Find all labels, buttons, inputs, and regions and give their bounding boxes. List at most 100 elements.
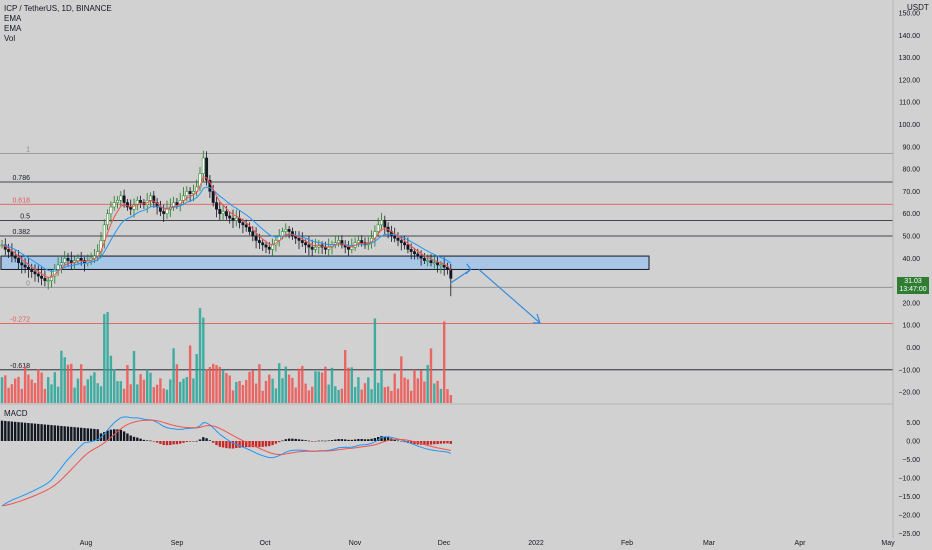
macd-histogram-bar xyxy=(53,425,56,441)
candle-body xyxy=(205,157,209,181)
symbol-title[interactable]: ICP / TetherUS, 1D, BINANCE xyxy=(4,4,112,13)
macd-histogram-bar xyxy=(179,441,182,444)
macd-axis[interactable]: 5.00 0.00 −5.00 −10.00 −15.00 −20.00 −25.00 xyxy=(898,420,920,538)
macd-histogram-bar xyxy=(330,440,334,441)
candle-body xyxy=(33,271,37,275)
volume-bar xyxy=(347,367,350,403)
candle-body xyxy=(102,224,106,241)
macd-histogram-bar xyxy=(225,441,228,449)
candle-body xyxy=(419,255,423,259)
support-zone[interactable] xyxy=(0,255,650,270)
candle-body xyxy=(347,246,350,250)
macd-histogram-bar xyxy=(245,441,248,448)
macd-histogram-bar xyxy=(4,420,7,441)
macd-histogram-bar xyxy=(327,440,330,442)
volume-bar xyxy=(139,374,142,403)
macd-histogram-bar xyxy=(126,433,129,441)
macd-histogram-bar xyxy=(274,441,278,444)
candle-body xyxy=(413,251,416,255)
volume-bar xyxy=(393,373,396,403)
candle-body xyxy=(125,202,129,208)
candle-body xyxy=(254,235,258,241)
macd-histogram-bar xyxy=(103,432,106,441)
macd-histogram-bar xyxy=(192,441,195,442)
volume-bar xyxy=(195,354,198,403)
candle-body xyxy=(191,191,195,194)
price-axis[interactable]: 150.00 140.00 130.00 120.00 110.00 100.00 90.0… xyxy=(898,11,920,397)
volume-bar xyxy=(261,390,264,403)
candle-body xyxy=(264,244,268,248)
macd-histogram-bar xyxy=(76,427,80,441)
macd-histogram-bar xyxy=(443,441,446,444)
volume-bar xyxy=(188,345,192,403)
volume-bar xyxy=(363,383,367,403)
candle-body xyxy=(149,195,152,201)
time-axis[interactable]: Aug Sep Oct Nov Dec 2022 Feb Mar Apr May xyxy=(80,540,895,547)
volume-bar xyxy=(212,363,215,403)
volume-bar xyxy=(113,369,116,403)
macd-histogram-bar xyxy=(50,425,53,441)
time-tick-label: Apr xyxy=(795,540,807,547)
volume-bar xyxy=(165,389,169,403)
candle-body xyxy=(350,246,354,250)
volume-bar xyxy=(225,373,228,403)
macd-histogram-bar xyxy=(212,441,215,443)
price-tick-label: 40.00 xyxy=(902,256,920,263)
macd-histogram-bar xyxy=(241,441,245,448)
price-tick-label: 100.00 xyxy=(899,122,921,129)
macd-histogram-bar xyxy=(86,428,89,441)
macd-histogram-bar xyxy=(353,439,357,441)
volume-bar xyxy=(218,366,221,403)
macd-histogram-bar xyxy=(169,441,172,445)
macd-histogram-bar xyxy=(367,439,370,441)
macd-histogram-bar xyxy=(347,439,350,441)
macd-histogram-bar xyxy=(202,437,205,441)
time-tick-label: 2022 xyxy=(528,540,544,547)
volume-bar xyxy=(132,350,136,403)
macd-histogram-bar xyxy=(284,439,287,441)
macd-histogram-bar xyxy=(132,436,136,441)
candle-body xyxy=(66,258,70,261)
candle-body xyxy=(304,242,308,246)
volume-bar xyxy=(238,380,241,403)
volume-bar xyxy=(367,377,370,403)
volume-bar xyxy=(76,378,80,403)
macd-histogram-bar xyxy=(360,438,363,441)
macd-histogram-bar xyxy=(439,441,443,444)
macd-label[interactable]: MACD xyxy=(4,409,28,418)
volume-bar xyxy=(70,363,73,403)
ema-indicator-label-2[interactable]: EMA xyxy=(4,24,22,33)
volume-bar xyxy=(106,312,109,403)
fib-level-label: 1 xyxy=(26,146,30,153)
volume-bar xyxy=(311,386,314,403)
volume-bar xyxy=(400,356,403,403)
candle-body xyxy=(403,242,407,246)
volume-indicator-label[interactable]: Vol xyxy=(4,34,16,43)
volume-bar xyxy=(17,376,20,403)
macd-histogram-bar xyxy=(311,441,314,442)
candle-body xyxy=(432,262,436,265)
volume-bar xyxy=(245,379,248,403)
volume-bar xyxy=(340,388,344,403)
candle-body xyxy=(234,217,238,221)
macd-histogram-bar xyxy=(449,441,452,444)
projection-arrow[interactable] xyxy=(450,263,541,324)
candle-body xyxy=(231,217,235,221)
macd-histogram-bar xyxy=(215,441,218,446)
volume-bar xyxy=(47,377,50,403)
macd-line xyxy=(1,416,451,507)
candle-body xyxy=(267,246,271,250)
macd-histogram-bar xyxy=(307,440,311,442)
macd-histogram-bar xyxy=(228,441,231,449)
price-tick-label: 80.00 xyxy=(902,167,920,174)
candle-body xyxy=(287,229,291,232)
fib-level-label: 0.618 xyxy=(12,197,30,204)
macd-histogram-bar xyxy=(301,439,304,441)
macd-histogram-bar xyxy=(317,440,320,442)
fibonacci-levels[interactable]: 1 0.786 0.618 0.5 0.382 0 -0.272 -0.618 xyxy=(0,146,893,371)
ema-indicator-label[interactable]: EMA xyxy=(4,14,22,23)
volume-bar xyxy=(27,374,30,403)
volume-bar xyxy=(93,372,96,403)
candle-body xyxy=(106,213,110,226)
